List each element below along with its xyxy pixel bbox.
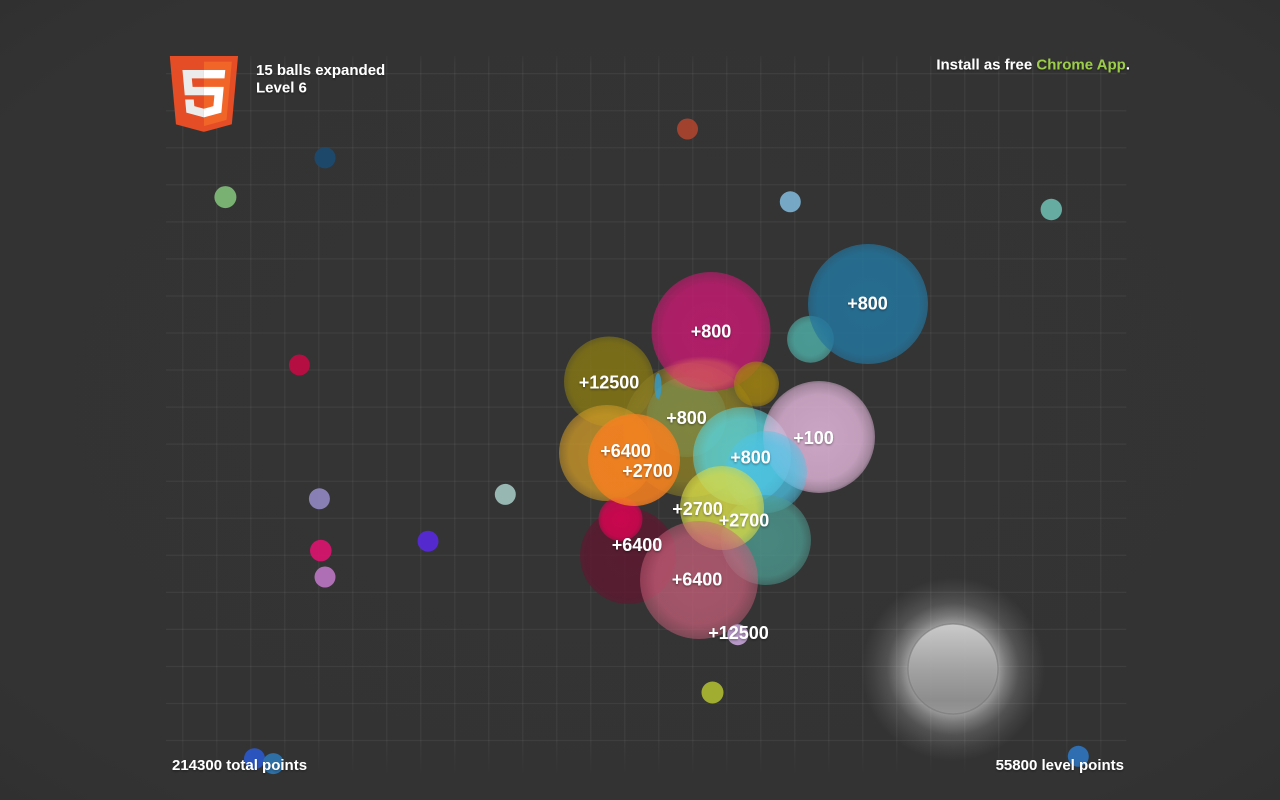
svg-text:+6400: +6400 [612,535,663,555]
svg-text:+800: +800 [847,293,888,313]
svg-text:55800 level points: 55800 level points [996,757,1124,774]
svg-text:+12500: +12500 [579,372,640,392]
svg-text:Install as free Chrome App.: Install as free Chrome App. [936,57,1130,74]
svg-text:+6400: +6400 [600,441,651,461]
svg-text:+800: +800 [666,408,707,428]
svg-text:15 balls expanded: 15 balls expanded [256,62,385,79]
svg-text:+100: +100 [793,428,834,448]
svg-text:+800: +800 [730,447,771,467]
svg-text:+12500: +12500 [708,623,769,643]
svg-text:+2700: +2700 [672,499,723,519]
svg-text:+2700: +2700 [622,461,673,481]
svg-text:+2700: +2700 [719,510,770,530]
svg-text:+6400: +6400 [672,569,723,589]
svg-text:Level 6: Level 6 [256,80,307,97]
svg-text:+800: +800 [691,321,732,341]
svg-text:214300 total points: 214300 total points [172,757,307,774]
